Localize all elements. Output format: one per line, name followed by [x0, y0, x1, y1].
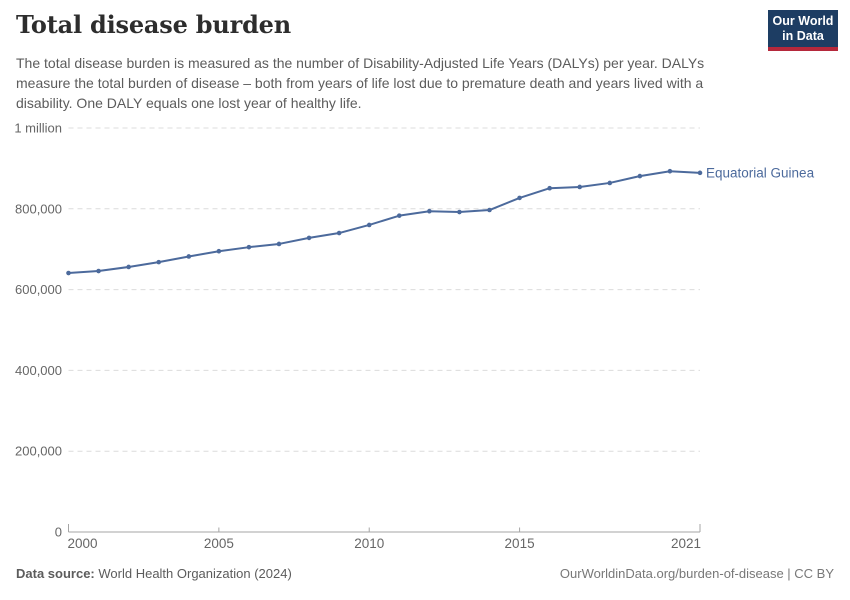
y-axis-tick-label: 600,000 [15, 282, 62, 297]
data-point[interactable] [457, 209, 462, 215]
owid-logo-line2: in Data [782, 29, 824, 43]
x-axis-tick-label: 2005 [204, 536, 234, 551]
x-axis-tick-label: 2015 [505, 536, 535, 551]
data-point[interactable] [246, 244, 252, 250]
data-point[interactable] [547, 185, 552, 191]
data-point[interactable] [697, 170, 703, 176]
line-chart[interactable]: 0 200,000 400,000 600,000 800,000 1 million 20… [0, 110, 850, 560]
chart-subtitle: The total disease burden is measured as … [16, 55, 705, 111]
data-point[interactable] [156, 259, 162, 265]
data-point[interactable] [637, 173, 643, 179]
data-point[interactable] [577, 184, 583, 190]
data-point[interactable] [276, 241, 282, 247]
data-point[interactable] [517, 195, 522, 201]
data-point[interactable] [306, 235, 312, 241]
data-point[interactable] [336, 230, 342, 236]
data-point[interactable] [396, 213, 402, 218]
page-title: Total disease burden [16, 10, 291, 39]
chart-footer: Data source: World Health Organization (… [16, 566, 834, 581]
data-point[interactable] [607, 180, 613, 186]
data-point[interactable] [427, 208, 432, 214]
data-source: Data source: World Health Organization (… [16, 566, 292, 581]
data-source-label: Data source: [16, 566, 95, 581]
y-axis-tick-label: 1 million [14, 121, 62, 136]
owid-logo-line1: Our World [772, 14, 834, 28]
data-point[interactable] [126, 264, 131, 270]
owid-logo[interactable]: Our World in Data [768, 10, 838, 51]
data-point[interactable] [216, 248, 222, 254]
y-axis-tick-label: 400,000 [15, 363, 62, 378]
x-axis-tick-label: 2021 [671, 536, 701, 551]
credit-link[interactable]: OurWorldinData.org/burden-of-disease | C… [559, 566, 834, 581]
data-point[interactable] [366, 222, 372, 228]
series-end-label[interactable]: Equatorial Guinea [706, 165, 815, 180]
data-point[interactable] [66, 270, 71, 276]
data-series-line[interactable] [67, 170, 701, 275]
x-axis-tick-label: 2010 [354, 536, 384, 551]
data-point[interactable] [667, 168, 673, 174]
data-source-value: World Health Organization (2024) [98, 566, 292, 581]
data-point[interactable] [487, 207, 492, 213]
y-axis-tick-label: 200,000 [15, 444, 62, 459]
x-axis-tick-label: 2000 [68, 536, 98, 551]
y-axis-tick-label: 800,000 [15, 201, 62, 216]
data-point[interactable] [96, 268, 101, 274]
y-axis-tick-label: 0 [55, 525, 62, 540]
data-point[interactable] [186, 254, 192, 259]
